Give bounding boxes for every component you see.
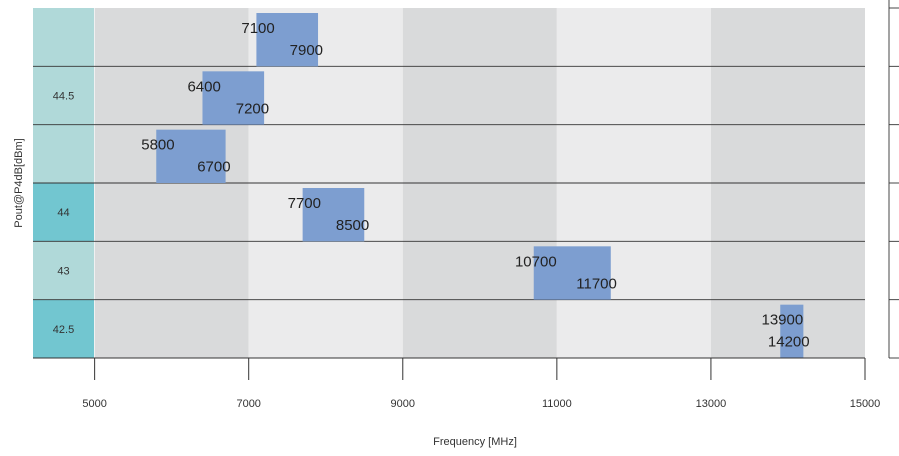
range-end-label: 7200 [236, 100, 269, 117]
range-bar [302, 188, 365, 242]
range-end-label: 11700 [576, 275, 617, 292]
x-tick-label: 11000 [542, 398, 572, 410]
x-axis: 5000 7000 9000 11000 13000 15000 [33, 357, 881, 410]
range-bar [202, 71, 265, 125]
x-tick-label: 13000 [696, 398, 727, 410]
range-bar [780, 304, 804, 358]
range-bars [156, 13, 804, 358]
range-start-label: 5800 [141, 137, 174, 154]
x-axis-title: Frequency [MHz] [433, 436, 517, 448]
range-start-label: 10700 [515, 253, 557, 270]
range-bar [256, 13, 319, 67]
range-labels: 7100 7900 6400 7200 5800 6700 7700 8500 10700 117… [141, 20, 809, 351]
x-tick-label: 5000 [82, 398, 106, 410]
group-label: 44.5 [53, 91, 74, 103]
range-start-label: 6400 [187, 78, 220, 95]
x-tick-label: 9000 [391, 398, 415, 410]
group-cells: 44.5 44 43 42.5 [33, 8, 94, 358]
range-end-label: 7900 [290, 42, 323, 59]
row-gridlines [33, 0, 899, 359]
group-cell [33, 8, 94, 183]
group-label: 42.5 [53, 324, 74, 336]
y-axis-title: Pout@P4dB[dBm] [13, 138, 25, 227]
range-bar [533, 246, 611, 300]
range-bar [156, 129, 226, 183]
range-start-label: 7700 [288, 195, 321, 212]
x-tick-label: 15000 [850, 398, 881, 410]
group-cell [33, 241, 94, 300]
range-end-label: 6700 [197, 159, 230, 176]
group-label: 44 [57, 207, 69, 219]
range-end-label: 14200 [768, 334, 810, 351]
x-tick-label: 7000 [236, 398, 260, 410]
range-end-label: 8500 [336, 217, 369, 234]
range-start-label: 13900 [761, 312, 803, 329]
group-label: 43 [57, 266, 69, 278]
range-start-label: 7100 [241, 20, 274, 37]
group-cell [33, 299, 94, 358]
group-cell [33, 183, 94, 242]
